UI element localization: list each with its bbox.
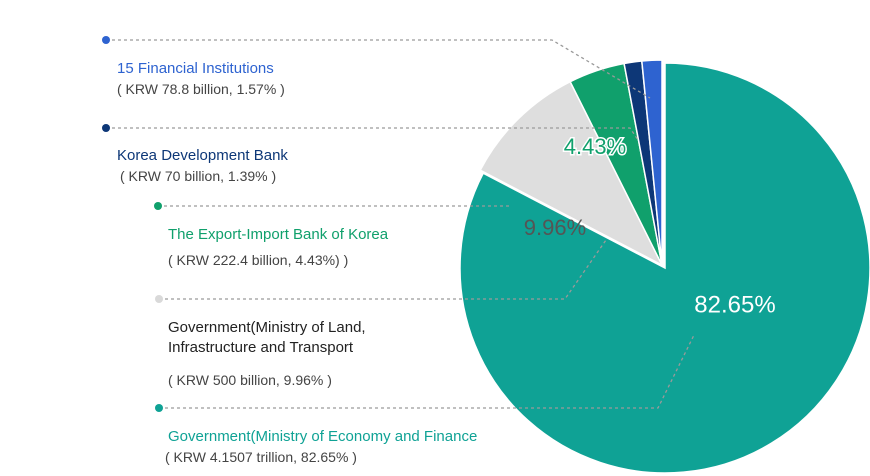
leader-line bbox=[106, 39, 651, 99]
legend-name: The Export-Import Bank of Korea bbox=[168, 226, 389, 243]
leader-line bbox=[159, 334, 695, 409]
legend-dot bbox=[154, 202, 162, 210]
legend-amount: ( KRW 78.8 billion, 1.57% ) bbox=[117, 81, 285, 97]
legend-dot bbox=[155, 404, 163, 412]
legend-dot bbox=[102, 124, 110, 132]
legend-label-15-financial-institutions: 15 Financial Institutions ( KRW 78.8 bil… bbox=[117, 58, 285, 100]
pie-slice bbox=[479, 80, 664, 267]
legend-label-ministry-land-infrastructure: Government(Ministry of Land, Infrastruct… bbox=[168, 318, 418, 391]
legend-dot bbox=[102, 36, 110, 44]
legend-amount: ( KRW 500 billion, 9.96% ) bbox=[168, 372, 332, 388]
legend-name: Government(Ministry of Economy and Finan… bbox=[168, 428, 478, 445]
slice-percent-label: 9.96% bbox=[524, 215, 586, 240]
legend-amount: ( KRW 222.4 billion, 4.43%) ) bbox=[168, 252, 349, 268]
legend-name: 15 Financial Institutions bbox=[117, 60, 274, 77]
pie-slice bbox=[459, 62, 870, 474]
slice-percent-label: 4.43% bbox=[564, 134, 626, 159]
legend-label-ministry-economy-finance: Government(Ministry of Economy and Finan… bbox=[165, 426, 478, 468]
legend-name: Government(Ministry of Land, Infrastruct… bbox=[168, 319, 366, 356]
legend-amount: ( KRW 4.1507 trillion, 82.65% ) bbox=[165, 449, 357, 465]
leader-line bbox=[106, 127, 639, 141]
slice-percent-label: 82.65% bbox=[694, 291, 775, 318]
legend-label-korea-development-bank: Korea Development Bank ( KRW 70 billion,… bbox=[117, 145, 288, 187]
legend-label-export-import-bank: The Export-Import Bank of Korea ( KRW 22… bbox=[168, 224, 388, 271]
legend-name: Korea Development Bank bbox=[117, 147, 288, 164]
legend-dot bbox=[155, 295, 163, 303]
legend-amount: ( KRW 70 billion, 1.39% ) bbox=[120, 168, 277, 184]
pie-slice bbox=[640, 59, 663, 266]
